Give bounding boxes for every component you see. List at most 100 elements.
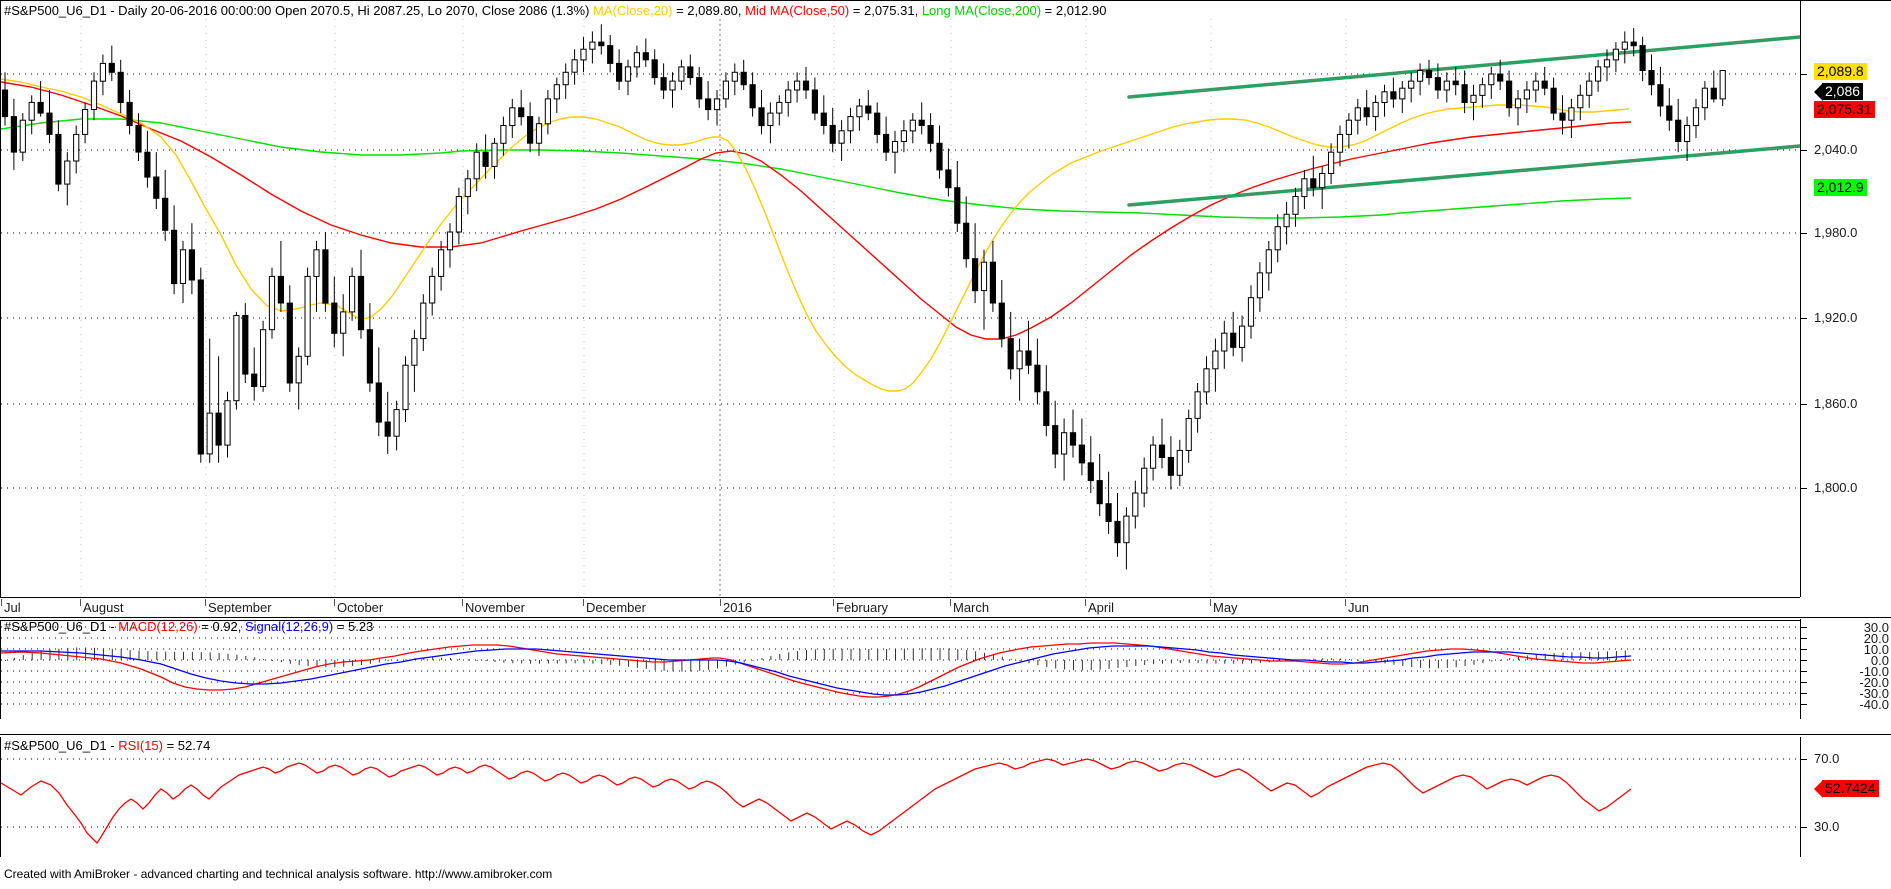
price-panel: #S&P500_U6_D1 - Daily 20-06-2016 00:00:0… <box>0 1 1891 597</box>
price-plot-svg <box>1 19 1800 596</box>
x-axis-label-2016: 2016 <box>723 600 752 615</box>
x-axis-label-february: February <box>836 600 889 615</box>
macd-tick <box>1800 649 1807 650</box>
macd-panel: #S&P500_U6_D1 - MACD(12,26) = 0.92, Sign… <box>0 619 1891 719</box>
price-tick <box>1800 404 1807 405</box>
price-plot-area <box>1 19 1800 596</box>
macd-tick <box>1800 682 1807 683</box>
macd-histogram <box>5 647 1626 672</box>
price-tick <box>1800 233 1807 234</box>
price-panel-left-border <box>0 1 1 597</box>
x-tick <box>1085 599 1086 606</box>
price-tick <box>1800 150 1807 151</box>
macd-axis-label: -20.0 <box>1859 675 1889 690</box>
rsi-label: RSI(15) <box>118 738 163 753</box>
x-axis-label-november: November <box>465 600 525 615</box>
ma-mid-label: Mid MA(Close,50) <box>745 3 850 18</box>
rsi-plot-area <box>1 737 1800 857</box>
ma-fast-label: MA(Close,20) <box>593 3 673 18</box>
x-tick <box>462 599 463 606</box>
price-title-text: #S&P500_U6_D1 - Daily 20-06-2016 00:00:0… <box>4 3 594 18</box>
price-axis-label: 1,860.0 <box>1814 396 1858 411</box>
rsi-axis-label: 70.0 <box>1814 751 1840 766</box>
macd-axis-label: 0.0 <box>1870 653 1889 668</box>
macd-axis-label: 20.0 <box>1863 631 1889 646</box>
macd-plot-area <box>1 619 1800 719</box>
macd-axis-line <box>1800 619 1801 719</box>
macd-tick <box>1800 660 1807 661</box>
badge-ma-long: 2,012.9 <box>1814 179 1867 196</box>
ma-long-label: Long MA(Close,200) <box>921 3 1042 18</box>
macd-line <box>1 642 1632 698</box>
x-axis-label-march: March <box>953 600 990 615</box>
signal-line <box>1 645 1632 696</box>
rsi-value: = 52.74 <box>162 738 211 753</box>
x-tick <box>833 599 834 606</box>
macd-gridlines <box>1 626 1800 705</box>
rsi-tick <box>1800 827 1807 828</box>
macd-panel-title: #S&P500_U6_D1 - MACD(12,26) = 0.92, Sign… <box>4 619 373 634</box>
x-tick <box>720 599 721 606</box>
macd-tick <box>1800 638 1807 639</box>
x-axis-label-august: August <box>83 600 124 615</box>
x-tick <box>950 599 951 606</box>
x-tick <box>1210 599 1211 606</box>
macd-plot-svg <box>1 626 1800 705</box>
macd-tick <box>1800 627 1807 628</box>
x-axis-label-jun: Jun <box>1348 600 1369 615</box>
signal-value: = 5.23 <box>333 619 374 634</box>
rsi-axis-right: 70.0 30.0 <box>1800 737 1891 857</box>
ma-mid-value: = 2,075.31, <box>849 3 922 18</box>
x-tick <box>205 599 206 606</box>
price-tick <box>1800 488 1807 489</box>
price-axis-line <box>1800 1 1801 597</box>
x-axis-label-october: October <box>337 600 384 615</box>
x-axis-label-jul: Jul <box>4 600 21 615</box>
rsi-panel: #S&P500_U6_D1 - RSI(15) = 52.74 70.0 30.… <box>0 737 1891 857</box>
rsi-axis-label: 30.0 <box>1814 819 1840 834</box>
price-axis-label: 1,800.0 <box>1814 480 1858 495</box>
price-axis-label: 2,040.0 <box>1814 142 1858 157</box>
macd-value: = 0.92, <box>197 619 245 634</box>
rsi-gridlines <box>1 758 1800 828</box>
macd-tick <box>1800 671 1807 672</box>
macd-axis-label: 30.0 <box>1863 620 1889 635</box>
macd-label: MACD(12,26) <box>118 619 198 634</box>
macd-axis-label: -10.0 <box>1859 664 1889 679</box>
macd-axis-right: 30.0 20.0 10.0 0.0 -10.0 -20.0 -30.0 -40… <box>1800 619 1891 719</box>
rsi-axis-line <box>1800 737 1801 857</box>
ma-mid-line <box>1 81 1632 340</box>
x-axis-label-april: April <box>1088 600 1115 615</box>
rsi-panel-left-border <box>0 737 1 857</box>
price-axis-label: 1,920.0 <box>1814 310 1858 325</box>
badge-ma-mid: 2,075.31 <box>1814 101 1875 118</box>
trend-line-lower <box>1127 144 1800 207</box>
badge-last-close: 2,086 <box>1813 83 1864 101</box>
x-axis-label-december: December <box>586 600 646 615</box>
ma-long-value: = 2,012.90 <box>1041 3 1107 18</box>
macd-axis-label: -40.0 <box>1859 697 1889 712</box>
x-tick <box>583 599 584 606</box>
x-tick <box>1 599 2 606</box>
badge-rsi-value: 52.7424 <box>1814 780 1879 798</box>
rsi-plot-svg <box>1 758 1800 845</box>
price-tick <box>1800 318 1807 319</box>
rsi-title-text: #S&P500_U6_D1 - <box>4 738 119 753</box>
price-panel-title: #S&P500_U6_D1 - Daily 20-06-2016 00:00:0… <box>4 3 1106 18</box>
macd-axis-label: 10.0 <box>1863 642 1889 657</box>
x-tick <box>1345 599 1346 606</box>
rsi-tick <box>1800 759 1807 760</box>
price-axis-label: 1,980.0 <box>1814 225 1858 240</box>
macd-panel-bottom-separator <box>0 734 1891 735</box>
candlestick-series <box>1 24 1726 570</box>
price-tick <box>1800 74 1807 75</box>
signal-label: Signal(12,26,9) <box>245 619 334 634</box>
macd-title-text: #S&P500_U6_D1 - <box>4 619 119 634</box>
trend-line-upper <box>1127 35 1800 99</box>
x-tick <box>334 599 335 606</box>
x-axis-label-may: May <box>1213 600 1238 615</box>
ma-fast-value: = 2,089.80, <box>672 3 746 18</box>
macd-tick <box>1800 704 1807 705</box>
x-axis-label-september: September <box>208 600 272 615</box>
